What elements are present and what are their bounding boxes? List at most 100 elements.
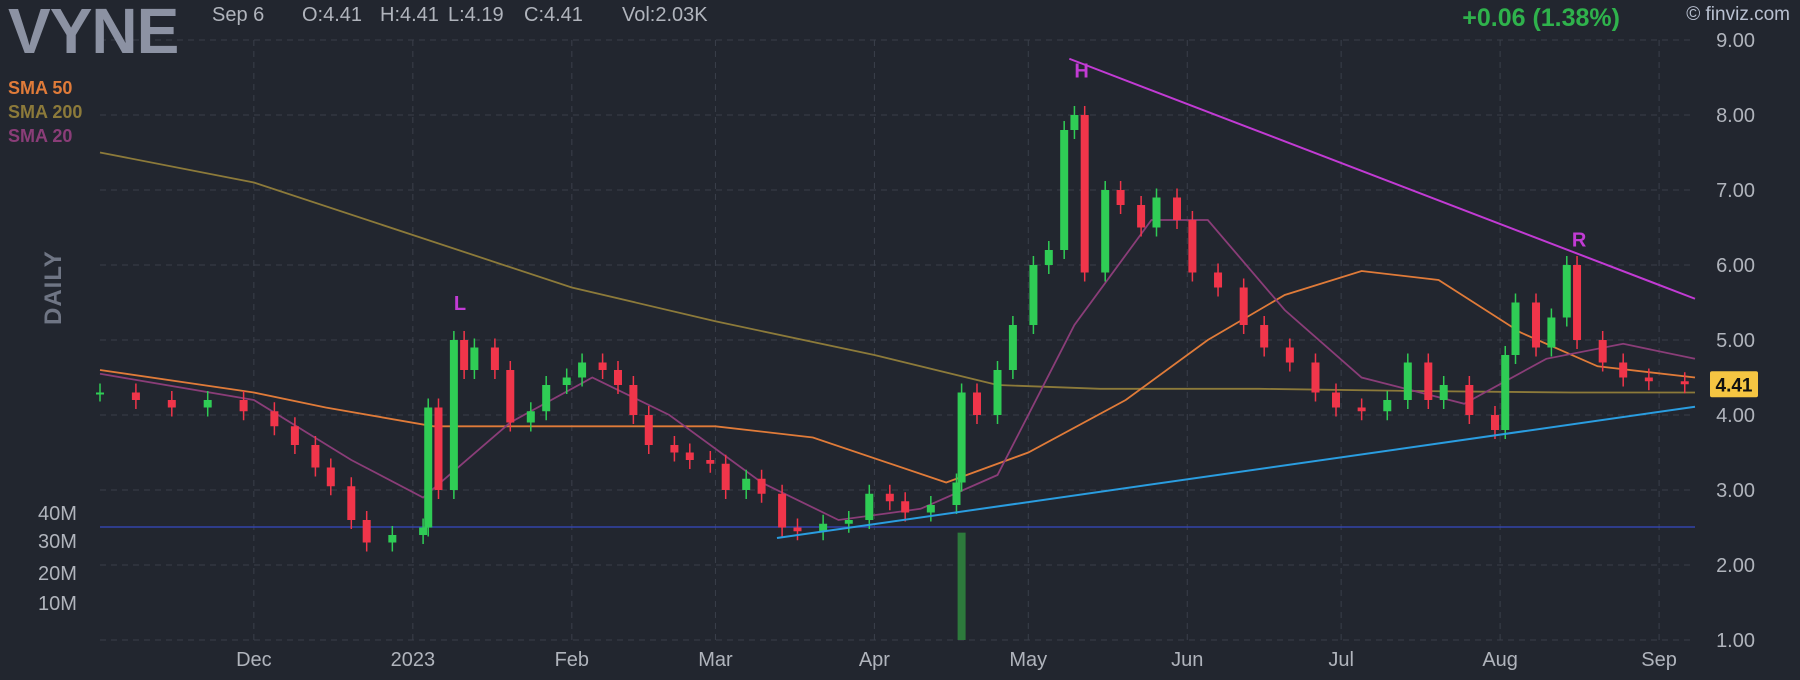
volume-bars: [957, 532, 966, 640]
price-tick-label: 2.00: [1716, 555, 1755, 577]
candle-body: [1116, 190, 1125, 205]
candle-body: [1562, 265, 1571, 318]
trendlines: [776, 57, 1696, 539]
candle-body: [1439, 385, 1448, 400]
candle-body: [1152, 197, 1161, 228]
pattern-label: L: [454, 293, 466, 315]
candle-body: [1137, 205, 1146, 228]
time-tick-label: Aug: [1482, 649, 1518, 671]
candle-body: [644, 415, 653, 445]
candle-body: [1214, 272, 1223, 288]
price-tick-label: 1.00: [1716, 630, 1755, 652]
price-tick-label: 9.00: [1716, 30, 1755, 52]
candle-body: [1029, 265, 1038, 325]
quote-low: L:4.19: [448, 4, 504, 26]
volume-tick-label: 30M: [38, 531, 77, 553]
price-tick-label: 6.00: [1716, 255, 1755, 277]
candle-body: [1357, 407, 1366, 412]
pattern-label: H: [1074, 61, 1088, 83]
sma-200-path: [99, 151, 1695, 394]
last-price-badge: [1710, 371, 1758, 398]
candle-body: [1008, 325, 1017, 370]
candle-body: [1490, 415, 1499, 430]
candle-body: [362, 520, 371, 543]
candle-body: [1680, 381, 1689, 385]
candle-body: [506, 370, 515, 423]
support-trendline: [776, 405, 1696, 539]
sma-50-path: [99, 270, 1696, 484]
candle-body: [1598, 340, 1607, 363]
candle-body: [885, 493, 894, 502]
period-label: DAILY: [40, 250, 67, 325]
candle-body: [290, 426, 299, 445]
candle-body: [1619, 362, 1628, 378]
candle-body: [1311, 362, 1320, 393]
candle-body: [865, 493, 874, 520]
candle-body: [901, 501, 910, 513]
candle-body: [96, 392, 104, 395]
candle-body: [470, 347, 479, 370]
candle-body: [419, 527, 428, 535]
price-tick-label: 8.00: [1716, 105, 1755, 127]
candle-body: [542, 385, 551, 412]
candle-body: [578, 362, 587, 378]
candle-body: [1501, 355, 1510, 430]
candle-body: [1260, 325, 1269, 348]
candle-body: [1070, 115, 1079, 130]
candle-body: [1044, 250, 1053, 265]
candle-body: [270, 411, 279, 427]
volume-tick-label: 40M: [38, 503, 77, 525]
quote-open: O:4.41: [302, 4, 363, 26]
candle-body: [1239, 287, 1248, 325]
ticker-symbol: VYNE: [8, 0, 179, 67]
last-price-label: 4.41: [1716, 375, 1753, 396]
axes-labels: 9.00 8.00 7.00 6.00 5.00 4.00 3.00 2.00 1.00 Dec 2…: [38, 30, 1758, 671]
time-tick-label: Sep: [1641, 649, 1677, 671]
candle-body: [1383, 400, 1392, 412]
pattern-label: R: [1572, 229, 1587, 251]
quote-date: Sep 6: [212, 4, 265, 26]
candle-body: [957, 392, 966, 483]
price-tick-label: 5.00: [1716, 330, 1755, 352]
candle-body: [819, 523, 828, 532]
candle-body: [239, 400, 248, 412]
time-tick-label: Dec: [236, 649, 272, 671]
candle-body: [1465, 385, 1474, 415]
candle-body: [1532, 302, 1541, 348]
candle-body: [952, 482, 961, 505]
candle-body: [1331, 392, 1340, 408]
time-tick-label: Jul: [1328, 649, 1354, 671]
time-tick-label: Apr: [859, 649, 890, 671]
volume-bar: [957, 532, 966, 640]
candle-body: [1424, 362, 1433, 400]
candle-body: [1547, 317, 1556, 348]
candle-body: [685, 452, 694, 460]
candle-body: [449, 340, 458, 490]
candle-body: [1080, 115, 1089, 273]
candle-body: [131, 392, 140, 400]
candle-body: [424, 407, 433, 528]
volume-tick-label: 10M: [38, 593, 77, 615]
price-tick-label: 3.00: [1716, 480, 1755, 502]
time-tick-label: 2023: [391, 649, 436, 671]
sma-50-line: [99, 270, 1696, 484]
volume-tick-label: 20M: [38, 563, 77, 585]
candle-body: [670, 445, 679, 453]
brand-link[interactable]: © finviz.com: [1686, 4, 1790, 25]
pattern-annotations: L H R: [454, 61, 1587, 316]
chart-grid: [100, 39, 1695, 641]
candle-body: [311, 445, 320, 468]
candle-body: [721, 463, 730, 490]
candle-body: [742, 478, 751, 490]
candles: [96, 106, 1689, 552]
candle-body: [526, 411, 535, 423]
candle-body: [972, 392, 981, 415]
candle-body: [1285, 347, 1294, 363]
candle-body: [757, 478, 766, 494]
candle-body: [844, 520, 853, 524]
legend-sma-200: SMA 200: [8, 102, 83, 122]
candle-body: [926, 505, 935, 513]
resistance-trendline: [1068, 57, 1696, 300]
candle-body: [1101, 190, 1110, 273]
